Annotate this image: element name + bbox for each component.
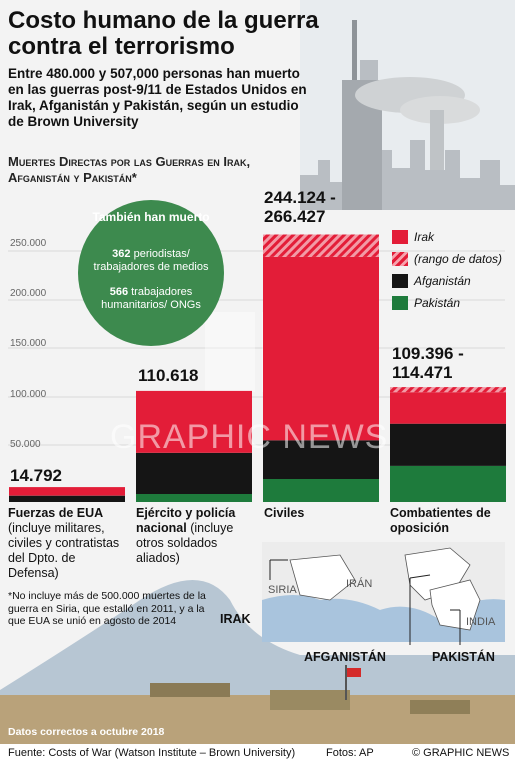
category-name: Ejército y policía nacional	[136, 506, 236, 535]
legend-swatch	[392, 230, 408, 244]
category-name: Fuerzas de EUA	[8, 506, 104, 520]
map-label-india: INDIA	[466, 616, 496, 628]
category-opposition: Combatientes de oposición	[390, 506, 510, 536]
legend-range: (rango de datos)	[392, 252, 512, 268]
category-note: (incluye militares, civiles y contratist…	[8, 521, 120, 580]
bar-label-opposition: 109.396 - 114.471	[392, 344, 464, 382]
y-tick-label: 100.000	[10, 388, 47, 400]
map-label-siria: SIRIA	[268, 584, 297, 596]
legend-afganistan: Afganistán	[392, 274, 512, 290]
map-label-iran: IRÁN	[346, 578, 373, 590]
category-civilians: Civiles	[264, 506, 384, 521]
footer: Fuente: Costs of War (Watson Institute –…	[0, 744, 515, 765]
bar-pakistan-4	[390, 465, 506, 502]
aid-count: 566	[109, 286, 129, 298]
legend-label: Pakistán	[414, 296, 461, 310]
bar-irak-1	[9, 487, 125, 496]
subtitle: Entre 480.000 y 507,000 personas han mue…	[8, 66, 307, 129]
bar-label-us-forces: 14.792	[10, 466, 62, 485]
category-note: (incluye otros soldados aliados)	[136, 521, 234, 565]
bar-pakistan-2	[136, 494, 252, 502]
bar-afganistan-1	[9, 495, 125, 502]
page-title: Costo humano de la guerra contra el terr…	[8, 7, 319, 60]
callout-journalists: 362 periodistas/ trabajadores de medios	[84, 248, 218, 274]
legend-pakistan: Pakistán	[392, 296, 512, 312]
bar-afganistan-4	[390, 423, 506, 466]
legend-irak: Irak	[392, 230, 512, 246]
journalists-text: periodistas/ trabajadores de medios	[93, 248, 209, 273]
bar-range-3	[263, 234, 379, 257]
y-tick-label: 250.000	[10, 238, 47, 249]
bar-pakistan-3	[263, 478, 379, 502]
chart-heading: Muertes Directas por las Guerras en Irak…	[8, 154, 251, 185]
bar-label-national-army: 110.618	[138, 366, 199, 385]
journalists-count: 362	[112, 248, 131, 260]
category-us-forces: Fuerzas de EUA (incluye militares, civil…	[8, 506, 128, 581]
aid-text: trabajadores humanitarios/ ONGs	[101, 286, 201, 311]
map-label-pakistan: PAKISTÁN	[432, 650, 495, 664]
footnote: *No incluye más de 500.000 muertes de la…	[8, 590, 206, 627]
category-name: Combatientes de oposición	[390, 506, 491, 535]
category-name: Civiles	[264, 506, 305, 520]
y-tick-label: 150.000	[10, 338, 47, 350]
bar-afganistan-2	[136, 452, 252, 494]
brand: © GRAPHIC NEWS	[412, 747, 510, 759]
source: Fuente: Costs of War (Watson Institute –…	[8, 747, 296, 759]
bar-label-civilians: 244.124 - 266.427	[264, 188, 336, 226]
photo-credit: Fotos: AP	[326, 747, 374, 759]
legend-label: Irak	[414, 230, 435, 244]
callout-title: También han muerto	[92, 210, 210, 224]
bar-afganistan-3	[263, 440, 379, 479]
callout-aid-workers: 566 trabajadores humanitarios/ ONGs	[84, 286, 218, 312]
legend-swatch	[392, 274, 408, 288]
y-tick-label: 200.000	[10, 288, 47, 300]
bar-range-4	[390, 387, 506, 393]
map-label-afganistan: AFGANISTÁN	[304, 650, 386, 664]
y-tick-label: 50.000	[10, 438, 41, 450]
map-label-irak: IRAK	[220, 612, 251, 626]
legend-swatch	[392, 252, 408, 266]
also-killed-callout: También han muerto 362 periodistas/ trab…	[78, 200, 224, 346]
legend-label: (rango de datos)	[414, 252, 503, 266]
bar-irak-4	[390, 392, 506, 424]
bar-irak-2	[136, 390, 252, 453]
watermark: GRAPHIC NEWS	[110, 418, 389, 456]
bar-irak-3	[263, 256, 379, 441]
category-national-army: Ejército y policía nacional (incluye otr…	[136, 506, 260, 566]
data-note: Datos correctos a octubre 2018	[8, 726, 165, 738]
legend-label: Afganistán	[414, 274, 471, 288]
legend-swatch	[392, 296, 408, 310]
